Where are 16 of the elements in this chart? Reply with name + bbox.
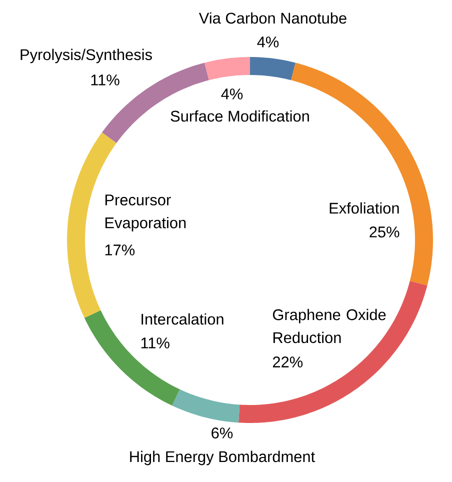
data-label: 6%	[212, 428, 233, 438]
slice-label: Exfoliation	[330, 202, 399, 214]
data-label: 17%	[105, 244, 135, 256]
data-label: 25%	[370, 226, 400, 238]
slice-label: Intercalation	[142, 313, 224, 325]
data-label: 22%	[272, 356, 303, 368]
slice-label: Graphene Oxide Reduction	[272, 308, 386, 344]
slice-label: Via Carbon Nanotube	[198, 12, 346, 24]
data-label: 4%	[257, 36, 279, 48]
slice-label: Precursor Evaporation	[105, 194, 186, 232]
slice-label: Pyrolysis/Synthesis	[20, 48, 152, 64]
data-label: 4%	[221, 88, 243, 100]
data-label: 11%	[141, 338, 170, 348]
slice-label: High Energy Bombardment	[130, 450, 315, 466]
slice-label: Surface Modification	[170, 110, 309, 122]
data-label: 11%	[91, 74, 120, 86]
